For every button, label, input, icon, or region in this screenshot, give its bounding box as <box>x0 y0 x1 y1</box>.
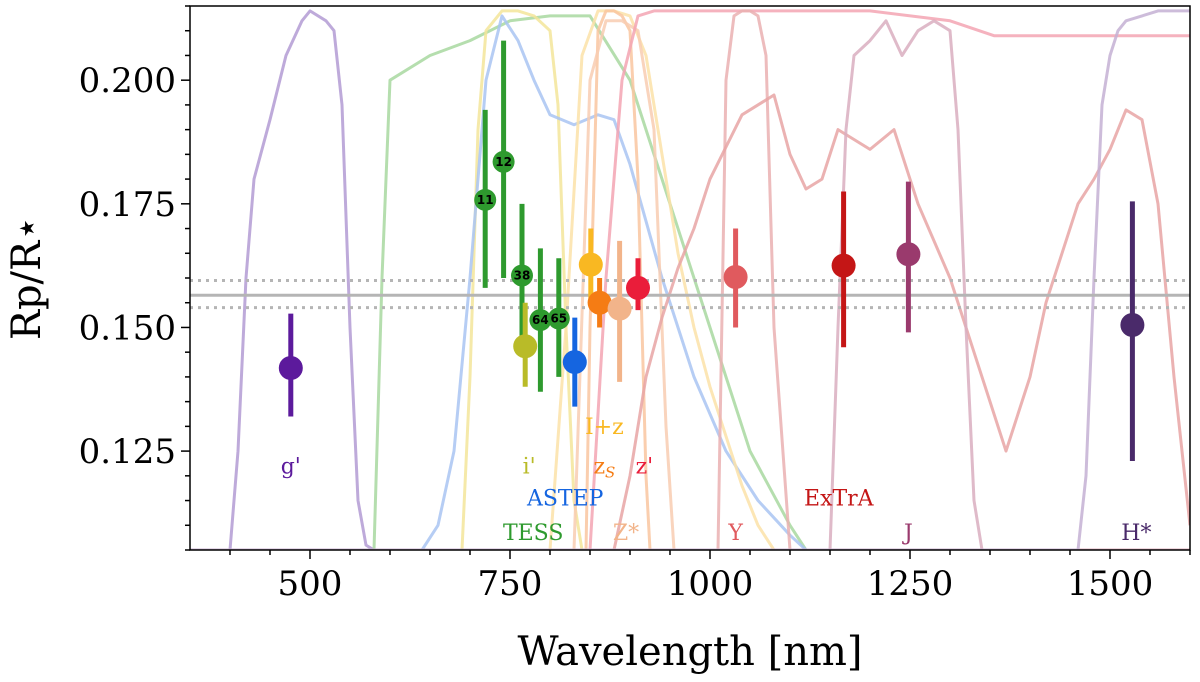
point-i <box>513 334 538 359</box>
filter-curve-zs <box>190 9 1190 550</box>
data-points: 11 12 38 64 65 <box>278 40 1145 461</box>
band-label-z*: Z* <box>613 521 639 546</box>
point-tess-64 <box>529 309 552 332</box>
band-labels: g' I+z i' zS z' ASTEP ExTrA TESS Z* Y J H* <box>281 415 1152 546</box>
band-label-tess: TESS <box>503 521 564 546</box>
point-label-tess-65: 65 <box>550 312 567 326</box>
point-label-tess-12: 12 <box>495 155 512 169</box>
point-h* <box>1120 312 1145 337</box>
filter-curve-ASTEP <box>190 14 1190 550</box>
band-label-z: z' <box>636 454 654 479</box>
point-tess-11 <box>474 188 497 211</box>
y-tick-label: 0.175 <box>79 185 176 225</box>
band-label-zs: zS <box>593 454 615 481</box>
filter-curve-Y <box>190 9 1190 550</box>
x-tick-label: 1000 <box>667 564 754 604</box>
y-tick-label: 0.150 <box>79 308 176 348</box>
filter-curve-Z* <box>190 19 1190 550</box>
y-axis-title: Rp/R⋆ <box>4 216 50 340</box>
point-g <box>278 356 303 381</box>
point-z* <box>607 296 632 321</box>
filter-curve-H* <box>190 9 1190 550</box>
filter-curve-I+z <box>190 9 1190 550</box>
point-z <box>626 275 650 300</box>
x-tick-label: 1500 <box>1067 564 1154 604</box>
band-label-g: g' <box>281 454 301 479</box>
filter-curve-i' <box>190 9 1190 550</box>
mean-radius-reference-lines <box>190 278 1190 310</box>
point-label-tess-64: 64 <box>532 313 549 327</box>
point-tess-38 <box>511 264 533 287</box>
band-label-j: J <box>902 521 913 546</box>
point-extra <box>831 253 856 278</box>
band-label-i+z: I+z <box>585 415 624 440</box>
point-label-tess-11: 11 <box>477 193 494 207</box>
y-tick-label: 0.125 <box>79 432 176 472</box>
point-label-tess-38: 38 <box>514 269 531 283</box>
band-label-y: Y <box>727 521 743 546</box>
x-tick-label: 500 <box>278 564 343 604</box>
filter-curve-g' <box>190 9 1190 550</box>
point-y <box>723 265 748 290</box>
point-zs <box>587 290 612 315</box>
x-axis-title: Wavelength [nm] <box>517 629 862 675</box>
filter-curve-z' <box>190 9 1190 550</box>
y-tick-label: 0.200 <box>79 61 176 101</box>
point-astep <box>562 350 587 375</box>
x-tick-label: 1250 <box>867 564 954 604</box>
point-j <box>896 242 921 267</box>
x-tick-label: 750 <box>478 564 543 604</box>
axes: 500 750 1000 1250 1500 0.125 0.150 0.175 0.200 <box>79 5 1191 604</box>
band-label-astep: ASTEP <box>526 486 604 511</box>
filter-curve-TESS <box>190 14 1190 550</box>
point-i+z <box>578 252 603 277</box>
band-label-extra: ExTrA <box>804 486 875 511</box>
point-tess-65 <box>547 307 570 330</box>
band-label-i: i' <box>523 454 536 479</box>
band-label-h*: H* <box>1121 521 1151 546</box>
filter-curve-ExTrA <box>190 93 1190 550</box>
point-tess-12 <box>492 150 515 173</box>
